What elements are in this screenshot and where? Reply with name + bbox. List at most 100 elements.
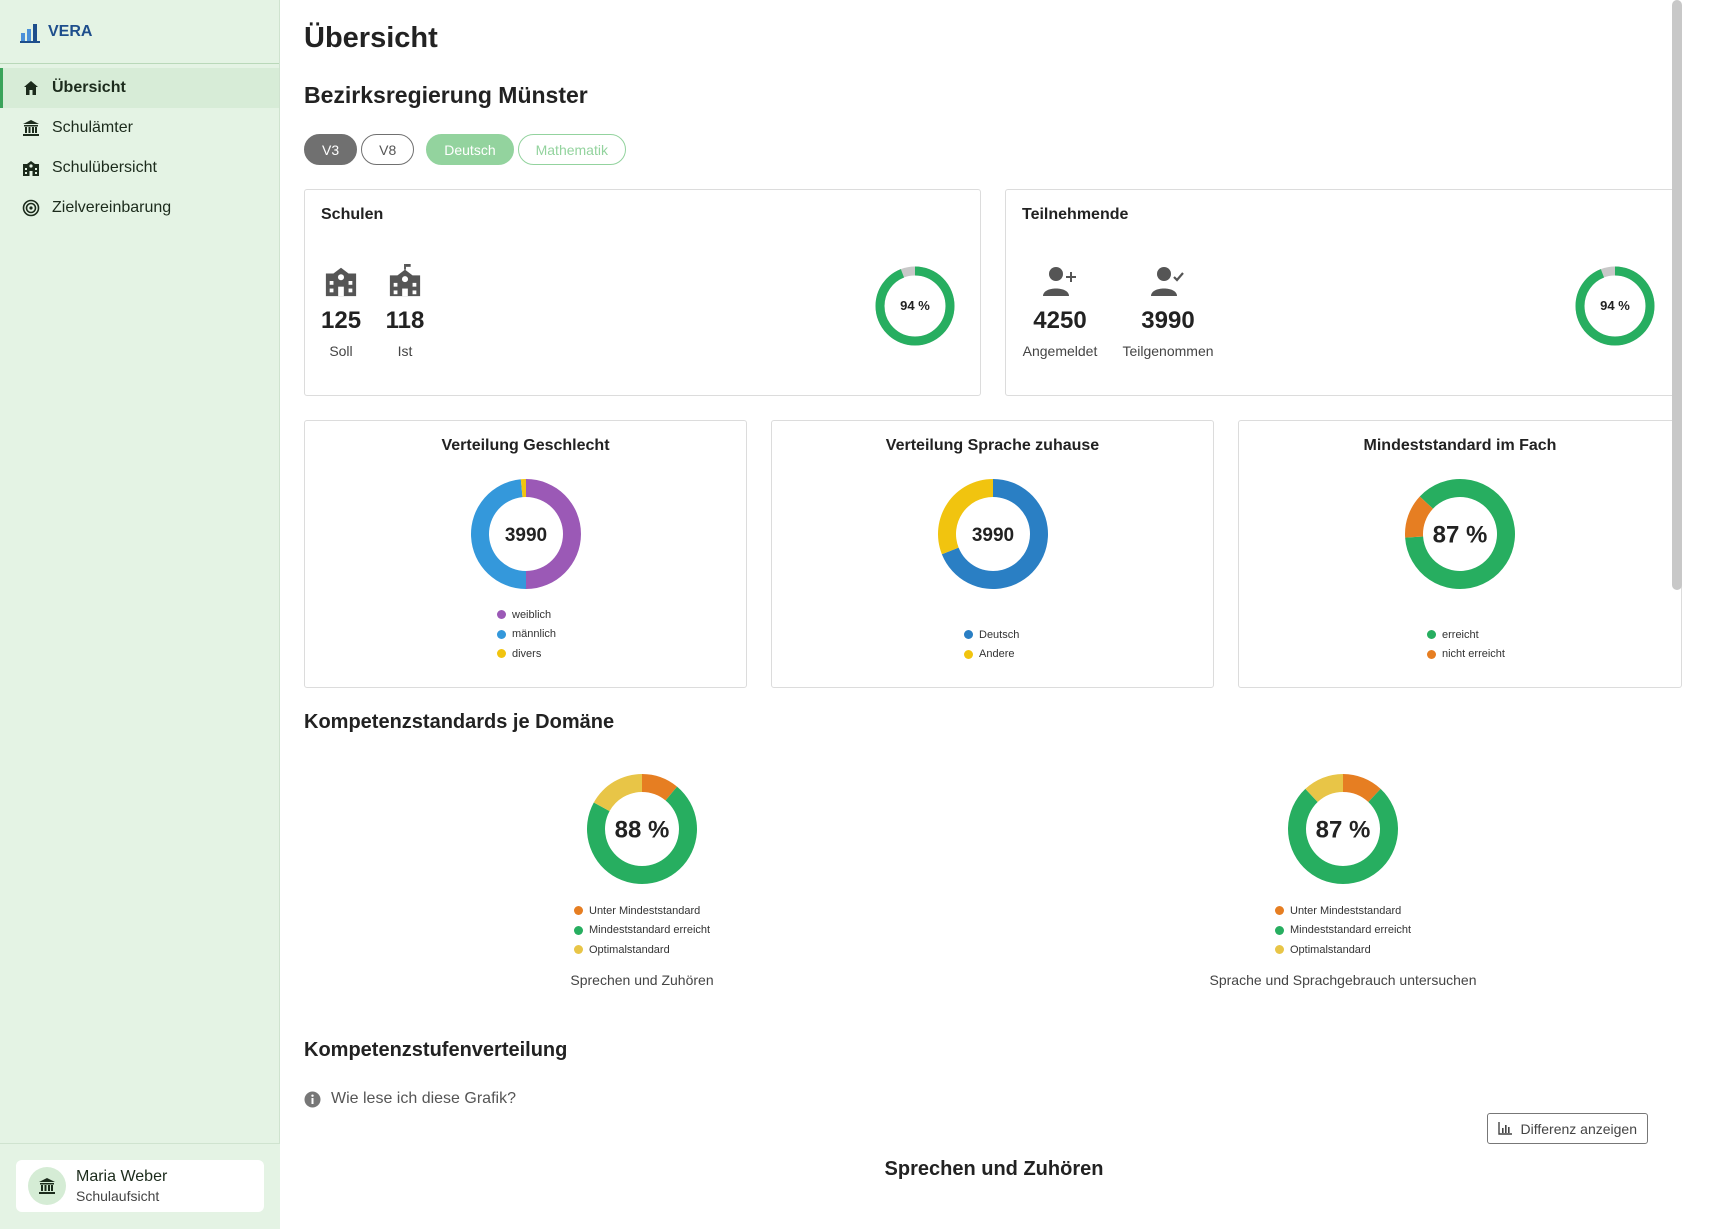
app-name: VERA bbox=[48, 22, 93, 40]
sprache-card: Verteilung Sprache zuhause 3990 Deutsch … bbox=[771, 420, 1214, 688]
sidebar-item-zielvereinbarung[interactable]: Zielvereinbarung bbox=[0, 188, 279, 228]
sprechen-legend: Unter Mindeststandard Mindeststandard er… bbox=[574, 901, 710, 960]
legend-dot bbox=[1275, 906, 1284, 916]
sidebar-item-label: Zielvereinbarung bbox=[52, 199, 172, 216]
legend-label: Deutsch bbox=[979, 628, 1020, 641]
sprache-title: Verteilung Sprache zuhause bbox=[885, 437, 1100, 454]
help-link[interactable]: Wie lese ich diese Grafik? bbox=[304, 1090, 516, 1108]
legend-dot bbox=[1427, 649, 1436, 659]
geschlecht-card: Verteilung Geschlecht 3990 weiblich männ… bbox=[304, 420, 747, 688]
angemeldet-value: 4250 bbox=[1033, 307, 1087, 334]
subject-pill-deutsch[interactable]: Deutsch bbox=[426, 134, 514, 165]
legend-dot bbox=[574, 945, 583, 955]
legend-item-andere: Andere bbox=[964, 645, 1019, 665]
sidebar-item-schulaemter[interactable]: Schulämter bbox=[0, 108, 279, 148]
legend-label: weiblich bbox=[512, 608, 552, 621]
stat-angemeldet: 4250 Angemeldet bbox=[1022, 264, 1098, 359]
schulen-percent: 94 % bbox=[900, 298, 930, 313]
donut-center-label: 3990 bbox=[505, 525, 547, 546]
sprache-donut: 3990 bbox=[938, 479, 1048, 589]
user-name: Maria Weber bbox=[76, 1168, 168, 1185]
donut-slice-andere bbox=[938, 479, 993, 555]
subject-pill-mathematik[interactable]: Mathematik bbox=[517, 134, 626, 165]
stat-ist: 118 Ist bbox=[385, 264, 425, 359]
donut-center-label: 88 % bbox=[615, 817, 670, 844]
legend-item-maennlich: männlich bbox=[497, 625, 556, 645]
school-icon bbox=[325, 267, 357, 297]
mindeststandard-title: Mindeststandard im Fach bbox=[1363, 437, 1557, 454]
legend-item-divers: divers bbox=[497, 644, 556, 664]
differenz-label: Differenz anzeigen bbox=[1520, 1120, 1637, 1137]
sprache-legend: Deutsch Andere bbox=[964, 625, 1019, 664]
kompetenzstandards-title: Kompetenzstandards je Domäne bbox=[304, 711, 615, 733]
sidebar-item-uebersicht[interactable]: Übersicht bbox=[0, 68, 279, 108]
teilnehmende-title: Teilnehmende bbox=[1022, 206, 1129, 223]
user-card[interactable]: Maria Weber Schulaufsicht bbox=[16, 1160, 264, 1212]
sidebar-item-label: Schulübersicht bbox=[52, 159, 157, 176]
user-check-icon bbox=[1151, 267, 1184, 296]
legend-label: Optimalstandard bbox=[1290, 943, 1371, 956]
donut-slice-nicht-erreicht bbox=[1405, 496, 1433, 538]
bank-icon bbox=[23, 120, 39, 136]
ist-label: Ist bbox=[397, 343, 413, 359]
legend-label: Optimalstandard bbox=[589, 943, 670, 956]
page-title: Übersicht bbox=[304, 22, 438, 54]
legend-label: divers bbox=[512, 647, 542, 660]
legend-label: männlich bbox=[512, 628, 557, 641]
sprache-untersuchen-legend: Unter Mindeststandard Mindeststandard er… bbox=[1275, 901, 1411, 960]
sidebar-item-label: Übersicht bbox=[52, 79, 126, 96]
grade-pill-v3[interactable]: V3 bbox=[304, 134, 358, 165]
sprechen-caption: Sprechen und Zuhören bbox=[570, 972, 714, 988]
bar-chart-icon bbox=[20, 23, 40, 43]
donut-slice-optimalstandard bbox=[593, 774, 642, 812]
legend-dot bbox=[497, 649, 506, 659]
legend-dot bbox=[1275, 945, 1284, 955]
sprechen-donut: 88 % bbox=[587, 774, 697, 884]
legend-item-unter: Unter Mindeststandard bbox=[1275, 901, 1411, 921]
donut-slice-deutsch bbox=[941, 479, 1048, 589]
teilgenommen-label: Teilgenommen bbox=[1122, 343, 1214, 359]
user-area: Maria Weber Schulaufsicht bbox=[0, 1143, 280, 1229]
donut-progress bbox=[1575, 266, 1655, 346]
sprache-untersuchen-caption: Sprache und Sprachgebrauch untersuchen bbox=[1209, 972, 1477, 988]
donut-progress bbox=[875, 266, 955, 346]
help-text: Wie lese ich diese Grafik? bbox=[331, 1090, 516, 1107]
sidebar-item-schuluebersicht[interactable]: Schulübersicht bbox=[0, 148, 279, 188]
info-icon bbox=[304, 1091, 321, 1107]
ist-value: 118 bbox=[385, 307, 425, 334]
soll-value: 125 bbox=[321, 307, 362, 334]
soll-label: Soll bbox=[329, 343, 353, 359]
donut-slice-divers bbox=[520, 479, 526, 498]
user-plus-icon bbox=[1043, 267, 1076, 296]
teilnehmende-card: Teilnehmende 4250 Angemeldet 3990 Teilge… bbox=[1005, 189, 1682, 396]
donut-center-label: 87 % bbox=[1316, 817, 1371, 844]
mindeststandard-donut: 87 % bbox=[1405, 479, 1515, 589]
donut-slice-mindeststandard-erreicht bbox=[1288, 788, 1398, 884]
donut-slice-unter-mindeststandard bbox=[642, 774, 678, 801]
geschlecht-legend: weiblich männlich divers bbox=[497, 605, 556, 664]
donut-center-label: 3990 bbox=[972, 525, 1014, 546]
user-role: Schulaufsicht bbox=[76, 1188, 160, 1204]
target-icon bbox=[22, 199, 40, 217]
donut-slice-weiblich bbox=[526, 479, 581, 589]
app-logo[interactable]: VERA bbox=[0, 0, 279, 64]
legend-label: erreicht bbox=[1442, 628, 1479, 641]
legend-item-erreicht: Mindeststandard erreicht bbox=[1275, 921, 1411, 941]
legend-dot bbox=[1275, 925, 1284, 935]
bank-icon bbox=[39, 1178, 55, 1194]
geschlecht-donut: 3990 bbox=[471, 479, 581, 589]
teilgenommen-value: 3990 bbox=[1141, 307, 1195, 334]
differenz-button[interactable]: Differenz anzeigen bbox=[1486, 1113, 1648, 1144]
donut-slice-erreicht bbox=[1405, 479, 1515, 589]
schulen-title: Schulen bbox=[321, 206, 384, 223]
legend-label: nicht erreicht bbox=[1442, 648, 1505, 661]
legend-item-unter: Unter Mindeststandard bbox=[574, 901, 710, 921]
scrollbar[interactable] bbox=[1672, 0, 1682, 590]
teilnehmende-donut: 94 % bbox=[1575, 266, 1655, 346]
kompetenzstufen-title: Kompetenzstufenverteilung bbox=[304, 1039, 568, 1061]
schulen-card: Schulen 125 Soll 118 Ist 94 % bbox=[304, 189, 981, 396]
geschlecht-title: Verteilung Geschlecht bbox=[441, 437, 610, 454]
legend-label: Andere bbox=[979, 648, 1015, 661]
legend-item-erreicht: erreicht bbox=[1427, 625, 1505, 645]
grade-pill-v8[interactable]: V8 bbox=[361, 134, 415, 165]
